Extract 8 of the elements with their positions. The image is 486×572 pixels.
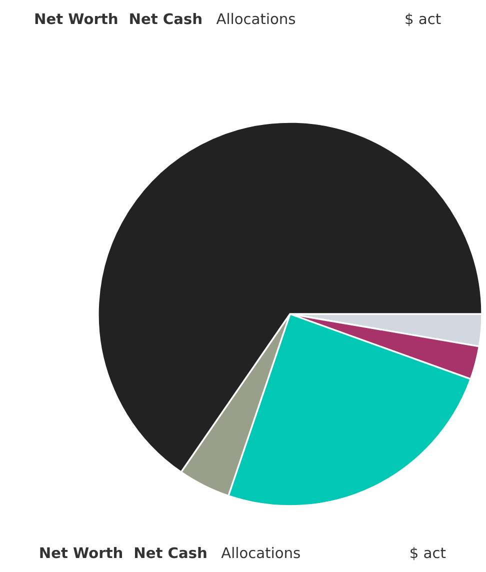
text: Net Cash [130,12,202,24]
text: Allocations [221,546,300,558]
text: Allocations [216,12,296,24]
text: Net Worth [35,12,118,24]
text: $ act [406,12,441,26]
text: $ act [410,546,446,560]
text: Net Worth [40,546,122,558]
text: Net Cash [134,546,206,558]
